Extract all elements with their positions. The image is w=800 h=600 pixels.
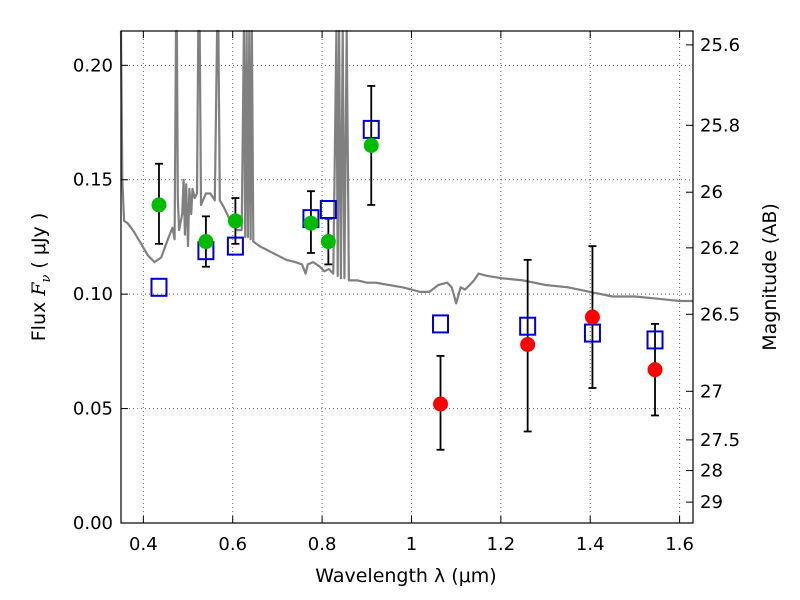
right-tick-label: 26 xyxy=(700,182,723,203)
right-tick-label: 26.2 xyxy=(700,238,740,259)
green-point xyxy=(320,234,336,250)
y-tick-label: 0.05 xyxy=(73,399,113,420)
right-tick-label: 26.5 xyxy=(700,304,740,325)
x-tick-label: 0.4 xyxy=(129,534,158,555)
open-square-point xyxy=(432,314,450,334)
y-tick-label: 0.10 xyxy=(73,284,113,305)
red-point xyxy=(433,396,449,412)
model-spectrum-line xyxy=(119,29,693,305)
x-tick-label: 0.8 xyxy=(308,534,337,555)
green-point xyxy=(303,215,319,231)
open-square-point xyxy=(150,277,168,297)
green-point xyxy=(227,213,243,229)
green-point xyxy=(198,234,214,250)
grid-lines xyxy=(121,31,693,523)
right-tick-label: 25.8 xyxy=(700,115,740,136)
open-square-point xyxy=(583,323,601,343)
y-tick-label: 0.00 xyxy=(73,513,113,534)
open-square-point xyxy=(319,199,337,219)
x-axis-label: Wavelength λ (μm) xyxy=(315,565,496,587)
x-tick-label: 1.4 xyxy=(576,534,605,555)
red-point xyxy=(647,362,663,378)
right-tick-label: 28 xyxy=(700,461,723,482)
x-tick-label: 1 xyxy=(406,534,417,555)
right-tick-label: 27 xyxy=(700,381,723,402)
red-point xyxy=(520,337,536,353)
open-square-point xyxy=(226,236,244,256)
green-point xyxy=(363,137,379,153)
y-tick-label: 0.20 xyxy=(73,55,113,76)
open-square-point xyxy=(646,330,664,350)
x-tick-label: 1.2 xyxy=(487,534,516,555)
series-layer xyxy=(119,29,693,451)
right-tick-label: 29 xyxy=(700,492,723,513)
right-tick-label: 25.6 xyxy=(700,35,740,56)
red-point xyxy=(584,309,600,325)
plot-frame xyxy=(120,30,694,524)
y-axis-right-label: Magnitude (AB) xyxy=(759,203,781,351)
x-tick-label: 1.6 xyxy=(665,534,694,555)
open-square-point xyxy=(362,119,380,139)
green-point xyxy=(151,197,167,213)
right-tick-label: 27.5 xyxy=(700,430,740,451)
y-axis-label: Flux Fν ( μJy ) xyxy=(28,213,54,342)
tick-layer: 0.4 0.6 0.8 1 1.2 1.4 1.6 0.00 0.05 0.10 0.15 0.20 2… xyxy=(73,31,740,555)
open-square-point xyxy=(519,316,537,336)
y-tick-label: 0.15 xyxy=(73,170,113,191)
x-tick-label: 0.6 xyxy=(218,534,247,555)
